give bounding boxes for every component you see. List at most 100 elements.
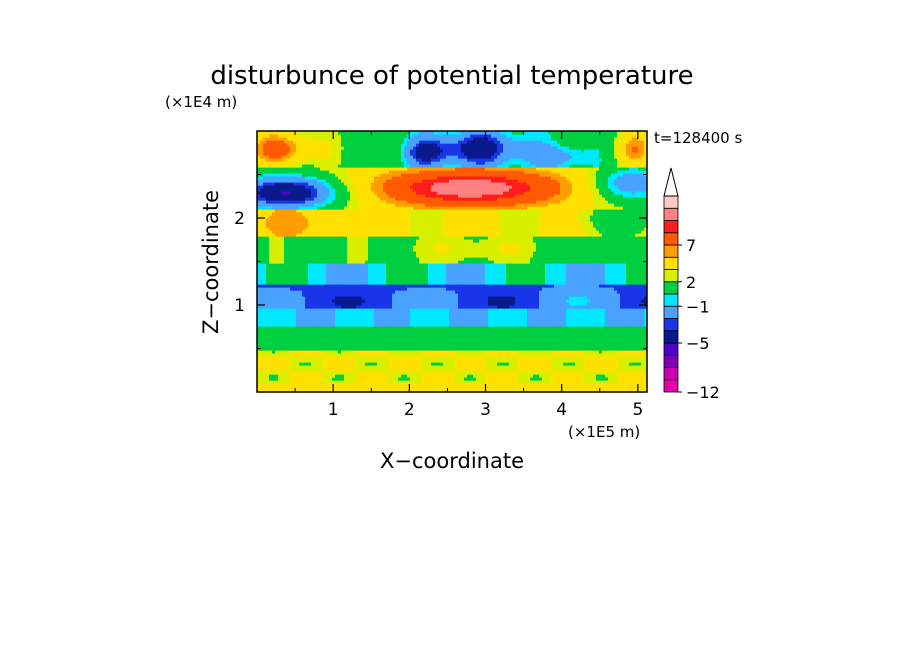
contour-cell: [572, 317, 576, 321]
contour-cell: [365, 341, 369, 345]
contour-cell: [608, 344, 612, 348]
contour-cell: [395, 368, 399, 372]
contour-cell: [278, 365, 282, 369]
contour-cell: [641, 332, 645, 336]
contour-cell: [470, 299, 474, 303]
contour-cell: [545, 341, 549, 345]
contour-cell: [368, 341, 372, 345]
contour-cell: [338, 380, 342, 384]
contour-cell: [581, 329, 585, 333]
contour-cell: [308, 356, 312, 360]
contour-cell: [551, 365, 555, 369]
contour-cell: [278, 380, 282, 384]
contour-cell: [446, 386, 450, 390]
contour-cell: [554, 287, 558, 291]
contour-cell: [635, 383, 639, 387]
contour-cell: [512, 281, 516, 285]
contour-cell: [467, 335, 471, 339]
contour-cell: [530, 326, 534, 330]
contour-cell: [497, 314, 501, 318]
contour-cell: [458, 302, 462, 306]
contour-cell: [341, 371, 345, 375]
contour-cell: [479, 368, 483, 372]
contour-cell: [554, 296, 558, 300]
contour-cell: [569, 326, 573, 330]
contour-cell: [275, 287, 279, 291]
contour-cell: [542, 389, 546, 392]
contour-cell: [317, 329, 321, 333]
contour-cell: [623, 377, 627, 381]
contour-cell: [371, 326, 375, 330]
contour-cell: [389, 350, 393, 354]
contour-cell: [458, 383, 462, 387]
contour-cell: [269, 320, 273, 324]
contour-cell: [371, 281, 375, 285]
contour-cell: [362, 308, 366, 312]
contour-cell: [455, 344, 459, 348]
contour-cell: [641, 365, 645, 369]
contour-cell: [380, 389, 384, 392]
contour-cell: [290, 311, 294, 315]
contour-cell: [575, 338, 579, 342]
contour-cell: [335, 350, 339, 354]
contour-cell: [545, 347, 549, 351]
contour-cell: [320, 278, 324, 282]
contour-cell: [548, 317, 552, 321]
contour-cell: [272, 320, 276, 324]
contour-cell: [422, 338, 426, 342]
contour-cell: [281, 353, 285, 357]
contour-cell: [374, 368, 378, 372]
contour-cell: [470, 305, 474, 309]
contour-cell: [392, 332, 396, 336]
contour-cell: [356, 305, 360, 309]
contour-cell: [362, 305, 366, 309]
contour-cell: [563, 314, 567, 318]
contour-cell: [602, 341, 606, 345]
contour-cell: [629, 335, 633, 339]
contour-cell: [575, 344, 579, 348]
contour-cell: [356, 380, 360, 384]
contour-cell: [425, 326, 429, 330]
contour-cell: [602, 368, 606, 372]
contour-cell: [305, 386, 309, 390]
contour-cell: [512, 332, 516, 336]
contour-cell: [446, 335, 450, 339]
contour-cell: [314, 329, 318, 333]
contour-cell: [473, 380, 477, 384]
contour-cell: [395, 305, 399, 309]
contour-cell: [644, 374, 647, 378]
contour-cell: [575, 374, 579, 378]
contour-cell: [497, 368, 501, 372]
contour-cell: [515, 302, 519, 306]
contour-cell: [515, 314, 519, 318]
contour-cell: [620, 290, 624, 294]
contour-cell: [326, 308, 330, 312]
contour-cell: [479, 296, 483, 300]
contour-cell: [551, 341, 555, 345]
contour-cell: [512, 278, 516, 282]
contour-cell: [272, 323, 276, 327]
contour-cell: [344, 341, 348, 345]
contour-cell: [611, 374, 615, 378]
contour-cell: [371, 305, 375, 309]
contour-cell: [281, 350, 285, 354]
contour-cell: [266, 302, 270, 306]
contour-cell: [518, 335, 522, 339]
contour-cell: [491, 284, 495, 288]
contour-cell: [317, 356, 321, 360]
contour-cell: [551, 329, 555, 333]
contour-cell: [305, 287, 309, 291]
contour-cell: [353, 293, 357, 297]
contour-cell: [467, 317, 471, 321]
contour-cell: [407, 317, 411, 321]
contour-cell: [257, 344, 261, 348]
contour-cell: [590, 347, 594, 351]
contour-cell: [398, 335, 402, 339]
contour-cell: [344, 308, 348, 312]
contour-cell: [617, 386, 621, 390]
contour-cell: [374, 311, 378, 315]
contour-cell: [266, 305, 270, 309]
contour-cell: [623, 338, 627, 342]
contour-cell: [596, 323, 600, 327]
contour-cell: [491, 278, 495, 282]
